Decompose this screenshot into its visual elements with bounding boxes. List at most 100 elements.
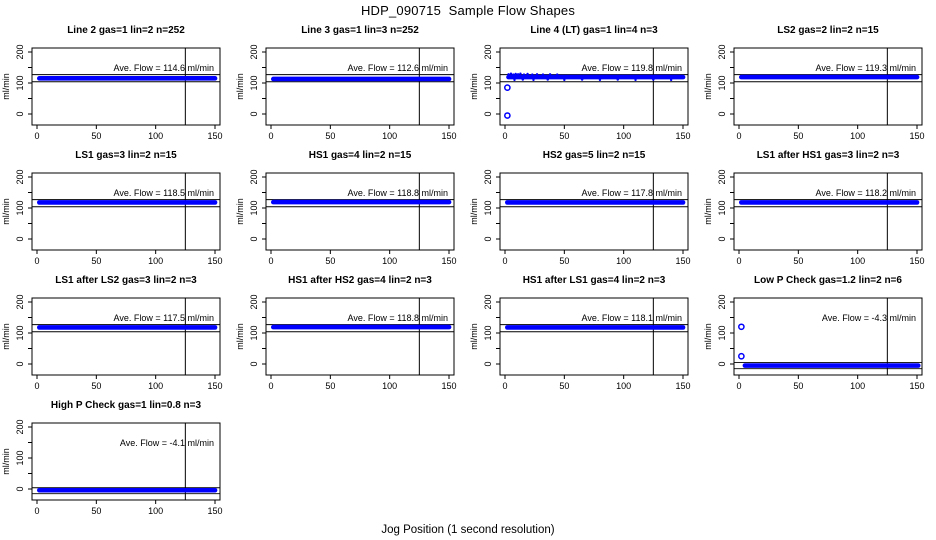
data-band — [505, 325, 686, 330]
x-tick-label: 100 — [382, 131, 397, 141]
y-tick-label: 100 — [717, 325, 727, 340]
subplot-cell-12: High P Check gas=1 lin=0.8 n=3 Ave. Flow … — [0, 394, 234, 519]
y-axis-label: ml/min — [703, 198, 713, 225]
ave-flow-annotation: Ave. Flow = 117.8 ml/min — [582, 188, 682, 198]
y-axis-label: ml/min — [469, 73, 479, 100]
subplot-title: Line 3 gas=1 lin=3 n=252 — [301, 25, 419, 36]
x-tick-label: 50 — [325, 256, 335, 266]
data-band — [739, 74, 920, 80]
y-tick-label: 200 — [249, 169, 259, 184]
subplot-title: Low P Check gas=1.2 lin=2 n=6 — [754, 275, 902, 286]
x-tick-label: 100 — [616, 131, 631, 141]
data-point — [516, 73, 520, 76]
plot-box — [499, 47, 689, 126]
data-band — [505, 200, 686, 205]
subplot-title: HS1 after LS1 gas=4 lin=2 n=3 — [523, 275, 666, 286]
ave-flow-annotation: Ave. Flow = 119.3 ml/min — [816, 63, 916, 73]
y-tick-label: 0 — [483, 111, 493, 116]
y-axis-label: ml/min — [1, 448, 11, 475]
data-band — [271, 76, 452, 82]
plot-box — [733, 297, 923, 376]
x-tick-label: 150 — [441, 256, 456, 266]
x-tick-label: 50 — [793, 381, 803, 391]
data-band — [506, 74, 686, 80]
x-tick-label: 150 — [207, 131, 222, 141]
y-tick-label: 200 — [717, 44, 727, 59]
x-tick-label: 50 — [325, 131, 335, 141]
y-axis-label: ml/min — [1, 323, 11, 350]
plot-box — [31, 47, 221, 126]
subplot-cell-4: LS1 gas=3 lin=2 n=15 Ave. Flow = 118.5 ml… — [0, 144, 234, 269]
y-tick-label: 100 — [249, 75, 259, 90]
y-tick-label: 100 — [483, 75, 493, 90]
subplot-0: Line 2 gas=1 lin=2 n=252 Ave. Flow = 114.… — [1, 25, 223, 141]
y-tick-label: 0 — [15, 236, 25, 241]
subplot-11: Low P Check gas=1.2 lin=2 n=6 Ave. Flow =… — [703, 275, 925, 391]
x-tick-label: 50 — [91, 381, 101, 391]
subplot-title: High P Check gas=1 lin=0.8 n=3 — [51, 400, 202, 411]
x-tick-label: 100 — [850, 381, 865, 391]
subplot-cell-0: Line 2 gas=1 lin=2 n=252 Ave. Flow = 114.… — [0, 19, 234, 144]
data-point — [509, 72, 513, 75]
y-tick-label: 100 — [15, 325, 25, 340]
x-tick-label: 50 — [91, 506, 101, 516]
x-tick-label: 0 — [268, 256, 273, 266]
x-tick-label: 0 — [502, 256, 507, 266]
data-point — [563, 78, 566, 82]
plot-box — [265, 47, 455, 126]
y-axis-label: ml/min — [703, 73, 713, 100]
ave-flow-annotation: Ave. Flow = 118.8 ml/min — [348, 313, 448, 323]
x-tick-label: 100 — [148, 506, 163, 516]
ave-flow-annotation: Ave. Flow = 118.5 ml/min — [114, 188, 214, 198]
x-tick-label: 150 — [909, 381, 924, 391]
y-axis-label: ml/min — [469, 198, 479, 225]
ave-flow-annotation: Ave. Flow = 112.6 ml/min — [348, 63, 448, 73]
ave-flow-annotation: Ave. Flow = 118.8 ml/min — [348, 188, 448, 198]
y-axis-label: ml/min — [235, 198, 245, 225]
y-tick-label: 100 — [15, 450, 25, 465]
y-tick-label: 0 — [717, 236, 727, 241]
data-point — [532, 78, 535, 82]
data-band — [271, 324, 452, 330]
y-axis-label: ml/min — [1, 198, 11, 225]
ave-flow-annotation: Ave. Flow = 119.8 ml/min — [582, 63, 682, 73]
y-tick-label: 0 — [483, 236, 493, 241]
y-tick-label: 0 — [15, 111, 25, 116]
plot-box — [265, 297, 455, 376]
data-point — [522, 73, 526, 76]
data-point — [521, 78, 525, 81]
y-tick-label: 200 — [15, 169, 25, 184]
subplot-title: LS1 gas=3 lin=2 n=15 — [75, 150, 177, 161]
subplot-cell-2: Line 4 (LT) gas=1 lin=4 n=3 Ave. Flow = 1… — [468, 19, 702, 144]
data-point — [513, 78, 516, 82]
outlier-point — [504, 84, 511, 92]
ave-flow-annotation: Ave. Flow = 117.5 ml/min — [114, 313, 214, 323]
y-tick-label: 0 — [15, 486, 25, 491]
data-band — [37, 76, 218, 81]
y-tick-label: 0 — [717, 361, 727, 366]
x-tick-label: 150 — [909, 131, 924, 141]
data-point — [546, 78, 549, 81]
subplot-2: Line 4 (LT) gas=1 lin=4 n=3 Ave. Flow = 1… — [469, 25, 691, 141]
subplot-9: HS1 after HS2 gas=4 lin=2 n=3 Ave. Flow =… — [235, 275, 457, 391]
subplot-title: LS1 after HS1 gas=3 lin=2 n=3 — [757, 150, 900, 161]
x-tick-label: 100 — [148, 381, 163, 391]
y-tick-label: 200 — [15, 419, 25, 434]
y-tick-label: 100 — [15, 200, 25, 215]
subplot-cell-7: LS1 after HS1 gas=3 lin=2 n=3 Ave. Flow =… — [702, 144, 936, 269]
subplot-cell-10: HS1 after LS1 gas=4 lin=2 n=3 Ave. Flow =… — [468, 269, 702, 394]
x-tick-label: 0 — [502, 381, 507, 391]
data-point — [669, 78, 673, 82]
subplot-cell-9: HS1 after HS2 gas=4 lin=2 n=3 Ave. Flow =… — [234, 269, 468, 394]
subplot-title: LS1 after LS2 gas=3 lin=2 n=3 — [55, 275, 197, 286]
data-point — [556, 73, 559, 76]
x-tick-label: 150 — [675, 131, 690, 141]
x-tick-label: 0 — [736, 131, 741, 141]
data-point — [512, 73, 515, 76]
plot-box — [31, 422, 221, 501]
x-tick-label: 150 — [441, 381, 456, 391]
y-tick-label: 100 — [483, 325, 493, 340]
x-tick-label: 150 — [207, 256, 222, 266]
subplot-10: HS1 after LS1 gas=4 lin=2 n=3 Ave. Flow =… — [469, 275, 691, 391]
x-tick-label: 150 — [909, 256, 924, 266]
